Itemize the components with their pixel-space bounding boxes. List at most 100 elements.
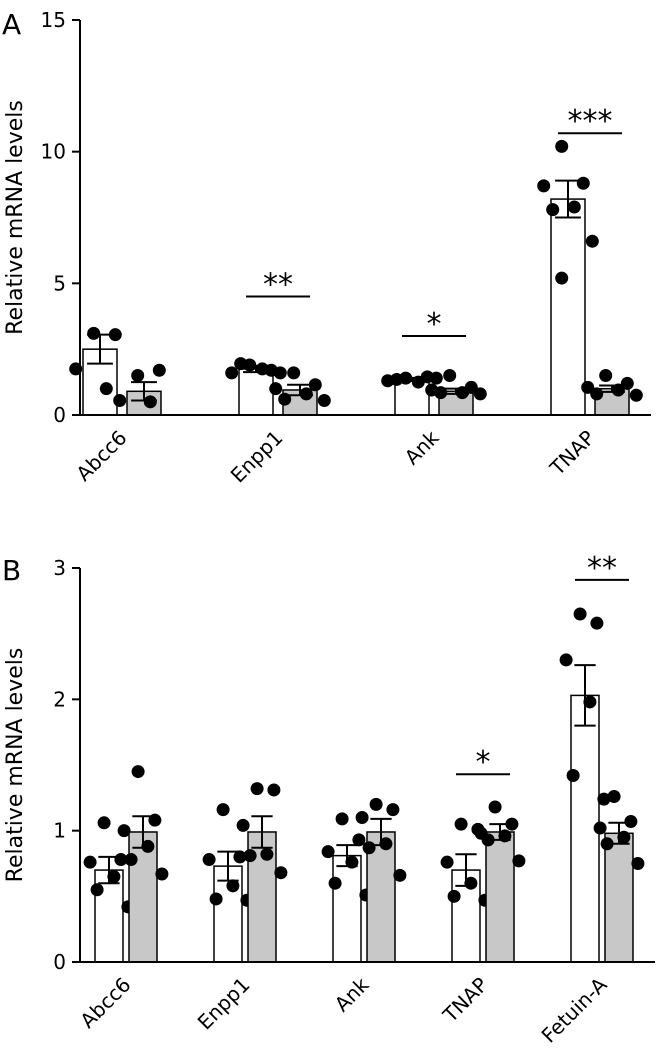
panel-b-sig-label-1: **: [587, 551, 617, 586]
panel-b-point-fetuin-a-s1-0: [607, 790, 621, 804]
panel-b-point-tnap-s1-5: [512, 854, 526, 868]
panel-b-point-fetuin-a-s0-0: [573, 607, 587, 621]
panel-b-point-abcc6-s0-4: [90, 883, 104, 897]
panel-b-point-fetuin-a-s0-2: [559, 653, 573, 667]
panel-b-point-ank-s0-1: [352, 833, 366, 847]
panel-a-point-enpp1-s1-5: [317, 394, 331, 408]
panel-b-sig-label-0: *: [476, 745, 491, 780]
panel-a-y-tick-label-2: 10: [41, 140, 66, 164]
panel-a-bar-enpp1-s0: [238, 368, 274, 416]
panel-b-point-tnap-s0-0: [454, 817, 468, 831]
panel-a-point-tnap-s0-6: [555, 271, 569, 285]
panel-a-point-enpp1-s1-0: [287, 366, 301, 380]
panel-a-point-tnap-s0-5: [585, 234, 599, 248]
panel-b-point-abcc6-s1-2: [117, 824, 131, 838]
panel-a-point-abcc6-s1-3: [143, 395, 157, 409]
panel-b-point-ank-s1-4: [362, 841, 376, 855]
panel-a-y-tick-label-3: 15: [41, 8, 66, 32]
panel-b-y-label: Relative mRNA levels: [3, 648, 28, 883]
panel-b-y-tick-label-1: 1: [53, 819, 66, 843]
panel-b-point-ank-s0-3: [345, 855, 359, 869]
panel-a-sig-label-2: ***: [568, 104, 613, 139]
panel-b-point-abcc6-s0-1: [114, 853, 128, 867]
panel-b-bar-ank-s0: [332, 854, 362, 963]
panel-a-point-tnap-s0-4: [546, 203, 560, 217]
panel-b-point-enpp1-s1-2: [236, 818, 250, 832]
panel-a-point-abcc6-s0-0: [87, 326, 101, 340]
panel-a-point-abcc6-s0-1: [108, 328, 122, 342]
panel-a-x-tick-label-enpp1: Enpp1: [226, 426, 288, 488]
panel-b-y-tick-label-0: 0: [53, 950, 66, 974]
panel-a-point-tnap-s1-3: [611, 383, 625, 397]
panel-b-point-abcc6-s0-0: [97, 816, 111, 830]
panel-b-x-tick-label-abcc6: Abcc6: [75, 973, 135, 1033]
panel-b-point-fetuin-a-s0-4: [566, 769, 580, 783]
panel-a-point-abcc6-s0-2: [69, 362, 83, 376]
panel-b-point-tnap-s1-4: [481, 833, 495, 847]
panel-b-point-fetuin-a-s1-4: [600, 837, 614, 851]
panel-a-point-enpp1-s0-2: [225, 366, 239, 380]
panel-a-sig-label-1: *: [427, 307, 442, 342]
panel-a-point-enpp1-s1-2: [269, 382, 283, 396]
panel-a-point-enpp1-s0-4: [234, 357, 248, 371]
panel-a-point-enpp1-s1-4: [278, 392, 292, 406]
panel-a-point-tnap-s0-0: [555, 139, 569, 153]
panel-a-point-tnap-s1-1: [620, 376, 634, 390]
panel-b-point-fetuin-a-s0-3: [583, 695, 597, 709]
panel-b-point-tnap-s0-4: [447, 889, 461, 903]
panel-b-letter: B: [2, 554, 21, 587]
panel-a-y-label: Relative mRNA levels: [3, 100, 28, 335]
panel-b-x-tick-label-enpp1: Enpp1: [193, 973, 255, 1035]
panel-b-point-enpp1-s1-1: [267, 783, 281, 797]
panel-b-point-enpp1-s1-5: [274, 866, 288, 880]
panel-a-y-tick-label-1: 5: [53, 271, 66, 295]
panel-b-x-tick-label-fetuin-a: Fetuin-A: [537, 972, 612, 1047]
panel-a-bar-tnap-s0: [550, 198, 586, 416]
panel-b-bar-fetuin-a-s1: [604, 832, 634, 963]
panel-a-point-enpp1-s0-5: [273, 366, 287, 380]
panel-a-point-abcc6-s1-2: [113, 394, 127, 408]
panel-a-y-tick-label-0: 0: [53, 403, 66, 427]
panel-b-point-enpp1-s0-2: [202, 853, 216, 867]
panel-a-point-tnap-s0-1: [576, 176, 590, 190]
panel-b-y-tick-label-3: 3: [53, 556, 66, 580]
panel-a-point-tnap-s1-4: [590, 387, 604, 401]
panel-a-x-tick-label-ank: Ank: [400, 425, 444, 469]
panel-b-point-enpp1-s1-0: [250, 782, 264, 796]
panel-b-point-abcc6-s0-2: [83, 855, 97, 869]
panel-b-point-ank-s0-4: [328, 876, 342, 890]
panel-b-point-ank-s1-1: [386, 803, 400, 817]
panel-a-letter: A: [2, 8, 21, 41]
panel-a-sig-label-0: **: [263, 268, 293, 303]
panel-b-point-ank-s1-5: [393, 868, 407, 882]
panel-b-point-abcc6-s1-1: [148, 813, 162, 827]
panel-b-point-abcc6-s1-3: [141, 839, 155, 853]
panel-b-bar-abcc6-s1: [128, 831, 158, 963]
panel-b-point-fetuin-a-s0-5: [597, 792, 611, 806]
panel-b-y-tick-label-2: 2: [53, 687, 66, 711]
panel-b-point-tnap-s1-1: [505, 817, 519, 831]
panel-b-point-ank-s1-3: [379, 837, 393, 851]
panel-a-point-ank-s0-3: [411, 375, 425, 389]
panel-a-x-tick-label-tnap: TNAP: [544, 426, 599, 481]
panel-b-point-ank-s1-2: [355, 811, 369, 825]
panel-b-point-tnap-s0-2: [440, 855, 454, 869]
panel-a-point-abcc6-s0-3: [99, 382, 113, 396]
panel-b-point-tnap-s1-3: [498, 829, 512, 843]
panel-a-point-enpp1-s1-3: [299, 387, 313, 401]
panel-a-point-tnap-s0-2: [537, 179, 551, 193]
panel-b-x-tick-label-ank: Ank: [330, 972, 374, 1016]
panel-b-point-enpp1-s0-0: [216, 803, 230, 817]
panel-a-x-tick-label-abcc6: Abcc6: [71, 426, 131, 486]
panel-b-point-enpp1-s0-3: [226, 879, 240, 893]
panel-b-bar-tnap-s1: [485, 831, 515, 963]
panel-a-point-tnap-s0-3: [567, 200, 581, 214]
panel-a-point-ank-s1-0: [443, 369, 457, 382]
panel-b-point-abcc6-s1-4: [124, 853, 138, 867]
panel-a-point-ank-s0-5: [429, 371, 443, 385]
panel-a-point-abcc6-s1-0: [131, 369, 145, 382]
panel-a-point-ank-s1-5: [473, 387, 487, 401]
panel-a-point-enpp1-s0-3: [255, 362, 269, 376]
